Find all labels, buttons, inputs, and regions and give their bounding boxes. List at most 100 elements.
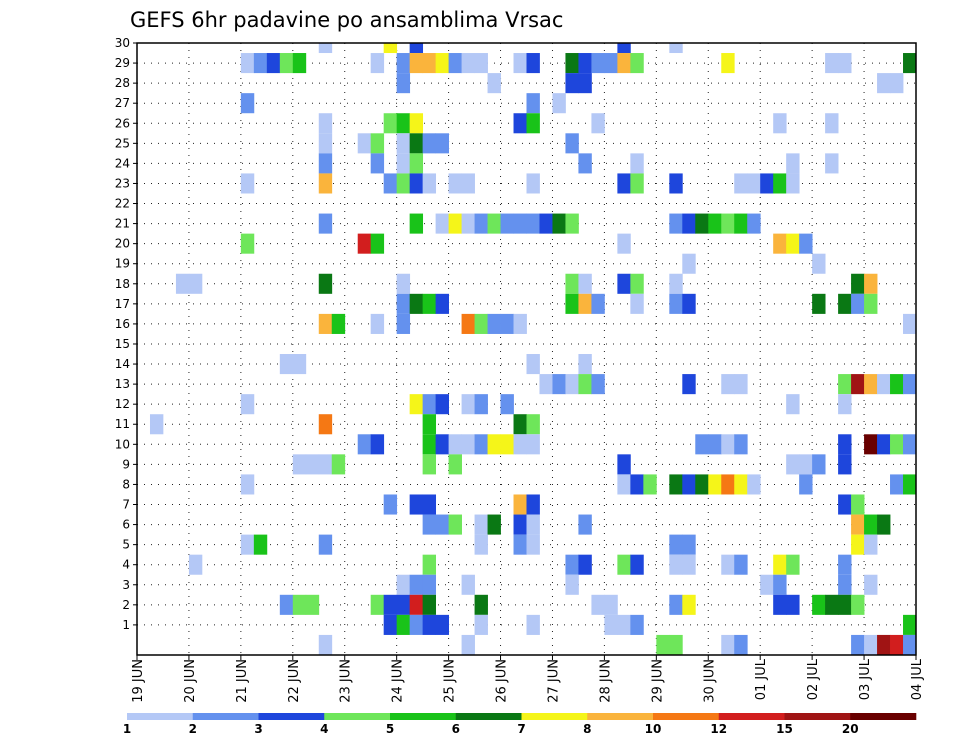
heatmap-cell [773, 233, 787, 254]
colorbar-swatch [127, 713, 194, 720]
y-tick-label: 19 [115, 257, 130, 271]
heatmap-cell [422, 574, 437, 595]
heatmap-cell [734, 213, 748, 234]
heatmap-cell [838, 574, 852, 595]
heatmap-cell [565, 73, 579, 94]
heatmap-cell [435, 614, 449, 635]
heatmap-cell [591, 594, 605, 615]
y-tick-label: 18 [115, 277, 130, 291]
heatmap-cell [396, 313, 411, 334]
heatmap-cell [565, 293, 579, 314]
heatmap-cell [851, 634, 865, 655]
heatmap-cell [838, 594, 852, 615]
heatmap-cell [500, 313, 514, 334]
heatmap-cell [617, 554, 631, 575]
heatmap-cell [617, 53, 631, 74]
heatmap-cell [448, 173, 462, 194]
heatmap-cell [630, 173, 644, 194]
heatmap-cell [240, 394, 255, 415]
heatmap-cell [383, 113, 398, 134]
heatmap-cell [331, 454, 346, 475]
colorbar-tick-label: 8 [583, 722, 591, 736]
heatmap-cell [565, 133, 579, 154]
heatmap-cell [890, 474, 904, 495]
heatmap-cell [682, 554, 696, 575]
heatmap-cell [474, 394, 488, 415]
heatmap-cell [747, 213, 761, 234]
colorbar-swatch [784, 713, 851, 720]
colorbar-tick-label: 6 [452, 722, 460, 736]
colorbar-swatch [258, 713, 325, 720]
heatmap-cell [526, 514, 540, 535]
heatmap-cell [487, 73, 501, 94]
colorbar-tick-label: 5 [386, 722, 394, 736]
heatmap-cell [409, 133, 424, 154]
heatmap-cell [578, 73, 592, 94]
heatmap-cell [851, 374, 865, 395]
heatmap-cell [422, 133, 437, 154]
heatmap-cell [370, 313, 385, 334]
y-tick-label: 15 [115, 337, 130, 351]
heatmap-cell [526, 93, 540, 114]
y-tick-label: 2 [122, 598, 130, 612]
heatmap-cell [435, 133, 449, 154]
heatmap-cell [435, 514, 449, 535]
heatmap-cell [851, 293, 865, 314]
heatmap-cell [513, 434, 527, 455]
y-tick-label: 8 [122, 477, 130, 491]
heatmap-cell [396, 133, 411, 154]
x-tick-label: 30 JUN [702, 659, 717, 703]
heatmap-cell [695, 434, 709, 455]
x-tick-label: 25 JUN [443, 659, 458, 703]
heatmap-cell [513, 534, 527, 555]
heatmap-cell [175, 273, 190, 294]
x-tick-label: 26 JUN [495, 659, 510, 703]
heatmap-cell [682, 594, 696, 615]
heatmap-cell [591, 53, 605, 74]
x-tick-label: 19 JUN [131, 659, 146, 703]
heatmap-cell [734, 554, 748, 575]
heatmap-cell [903, 434, 917, 455]
heatmap-cell [591, 113, 605, 134]
heatmap-cell [422, 173, 437, 194]
heatmap-cell [877, 634, 891, 655]
colorbar-swatch [390, 713, 457, 720]
y-tick-label: 22 [115, 197, 130, 211]
heatmap-cell [565, 374, 579, 395]
y-tick-label: 16 [115, 317, 130, 331]
heatmap-cell [422, 454, 437, 475]
heatmap-cell [825, 594, 839, 615]
heatmap-cell [240, 93, 255, 114]
heatmap-cell [409, 494, 424, 515]
heatmap-cell [318, 43, 333, 54]
heatmap-cell [409, 614, 424, 635]
heatmap-cell [409, 213, 424, 234]
y-tick-label: 3 [122, 578, 130, 592]
heatmap-cell [708, 213, 722, 234]
heatmap-cell [318, 534, 333, 555]
y-tick-label: 27 [115, 96, 130, 110]
heatmap-cell [721, 554, 735, 575]
heatmap-cell [461, 434, 475, 455]
heatmap-cell [643, 474, 657, 495]
heatmap-cell [838, 554, 852, 575]
heatmap-cell [539, 374, 553, 395]
heatmap-cell [669, 213, 683, 234]
heatmap-cell [552, 93, 566, 114]
heatmap-cell [526, 434, 540, 455]
heatmap-cell [396, 293, 411, 314]
heatmap-cell [292, 354, 307, 375]
heatmap-cell [396, 53, 411, 74]
heatmap-cell [474, 313, 488, 334]
heatmap-cell [773, 594, 787, 615]
heatmap-cell [578, 293, 592, 314]
heatmap-cell [734, 374, 748, 395]
heatmap-cell [669, 534, 683, 555]
heatmap-cell [903, 374, 917, 395]
colorbar-swatch [718, 713, 785, 720]
heatmap-cell [448, 454, 462, 475]
heatmap-cell [604, 614, 618, 635]
x-tick-label: 27 JUN [546, 659, 561, 703]
heatmap-cell [773, 574, 787, 595]
heatmap-cell [409, 293, 424, 314]
